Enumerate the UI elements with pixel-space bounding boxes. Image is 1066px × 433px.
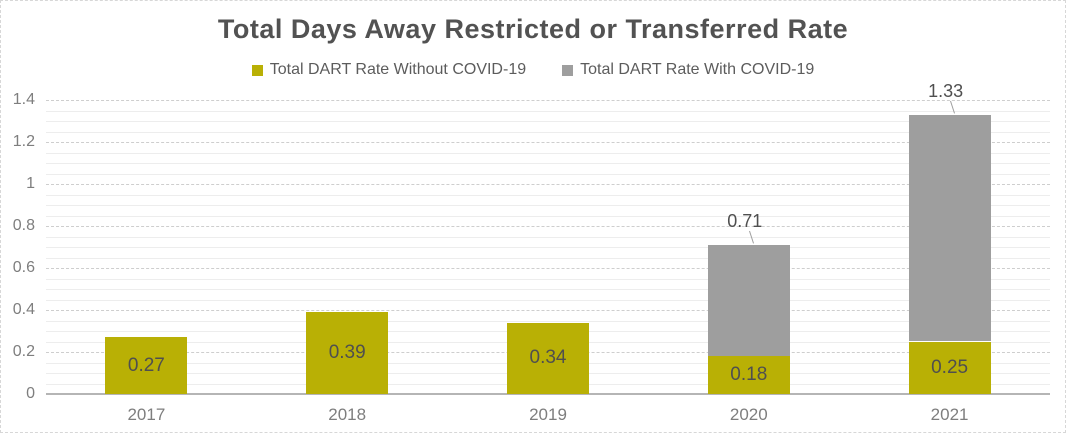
y-axis-tick-label: 1 <box>26 175 35 192</box>
bar-value-label: 0.39 <box>328 342 366 364</box>
y-axis-tick-label: 1.4 <box>12 91 35 108</box>
x-axis-tick-label: 2018 <box>328 405 367 424</box>
bar-segment-without-covid[interactable] <box>306 312 389 394</box>
minor-gridline <box>46 121 1050 122</box>
bar-value-label: 0.25 <box>931 356 969 378</box>
bar-value-label: 0.27 <box>127 354 165 376</box>
y-axis-tick-label: 0.8 <box>12 217 35 234</box>
major-gridline <box>46 310 1050 311</box>
x-axis-tick-label: 2019 <box>529 405 567 424</box>
bar-segment-with-covid[interactable] <box>908 114 991 342</box>
minor-gridline <box>46 299 1050 301</box>
y-axis-tick-label: 1.2 <box>12 133 35 150</box>
legend-item-with-covid[interactable]: Total DART Rate With COVID-19 <box>562 61 814 79</box>
minor-gridline <box>46 257 1050 259</box>
minor-gridline <box>46 194 1050 196</box>
legend-swatch-without-covid <box>251 64 263 76</box>
y-axis-tick-label: 0 <box>26 385 35 402</box>
minor-gridline <box>46 152 1050 154</box>
y-axis-tick-label: 0.6 <box>12 259 35 276</box>
minor-gridline <box>46 215 1050 217</box>
minor-gridline <box>46 289 1050 290</box>
chart-title: Total Days Away Restricted or Transferre… <box>217 14 849 44</box>
minor-gridline <box>46 236 1050 238</box>
bar-value-label: 0.18 <box>730 364 768 386</box>
x-axis-tick-label: 2021 <box>930 405 969 424</box>
y-axis-tick-label: 0.4 <box>12 301 35 318</box>
legend-swatch-with-covid <box>562 64 574 76</box>
bar-segment-without-covid[interactable] <box>707 356 790 394</box>
minor-gridline <box>46 110 1050 112</box>
minor-gridline <box>46 320 1050 322</box>
bar-segment-without-covid[interactable] <box>507 322 589 394</box>
minor-gridline <box>46 163 1050 164</box>
legend-item-without-covid[interactable]: Total DART Rate Without COVID-19 <box>251 61 527 79</box>
minor-gridline <box>46 173 1050 175</box>
major-gridline <box>46 226 1050 227</box>
major-gridline <box>46 100 1050 101</box>
bar-value-label: 0.34 <box>529 347 567 369</box>
x-axis-tick-label: 2017 <box>127 405 166 424</box>
y-axis-tick-label: 0.2 <box>12 343 35 360</box>
major-gridline <box>46 184 1050 185</box>
minor-gridline <box>46 205 1050 206</box>
legend-label-with-covid: Total DART Rate With COVID-19 <box>580 61 815 78</box>
bar-segment-without-covid[interactable] <box>908 341 991 394</box>
minor-gridline <box>46 278 1050 280</box>
major-gridline <box>46 142 1050 143</box>
stack-total-label: 1.33 <box>928 80 964 101</box>
bar-segment-with-covid[interactable] <box>707 244 790 357</box>
stack-total-label: 0.71 <box>727 210 763 231</box>
minor-gridline <box>46 131 1050 133</box>
bar-segment-without-covid[interactable] <box>105 337 188 394</box>
minor-gridline <box>46 247 1050 248</box>
x-axis-tick-label: 2020 <box>729 405 768 424</box>
legend-label-without-covid: Total DART Rate Without COVID-19 <box>269 61 527 78</box>
chart-legend: Total DART Rate Without COVID-19 Total D… <box>1 61 1065 79</box>
x-axis-line <box>46 393 1050 395</box>
major-gridline <box>46 268 1050 269</box>
